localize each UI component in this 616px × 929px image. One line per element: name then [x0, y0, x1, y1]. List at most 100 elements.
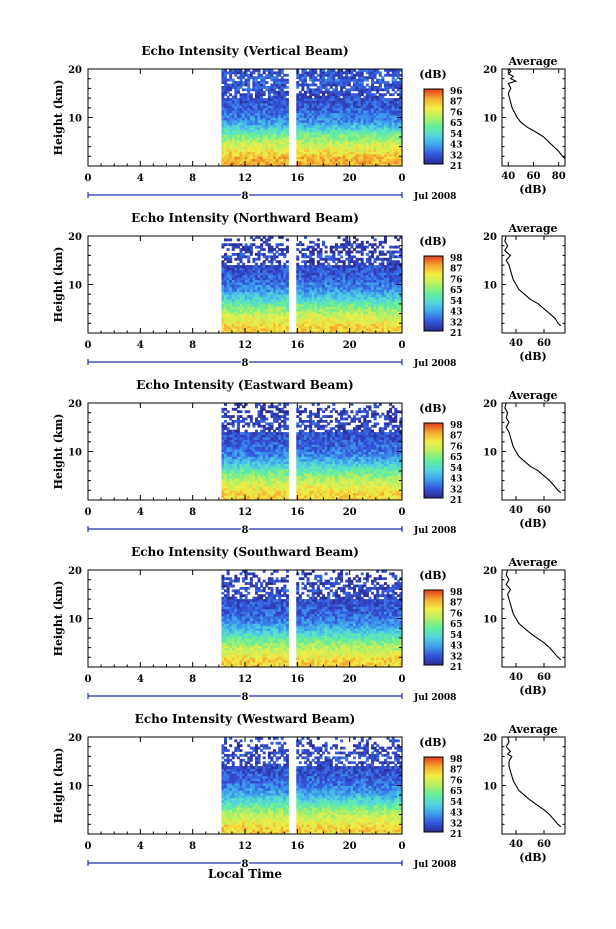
heatmap-cell	[324, 260, 328, 264]
heatmap-cell	[270, 316, 274, 319]
heatmap-cell	[365, 88, 369, 92]
heatmap-cell	[347, 153, 351, 157]
heatmap-cell	[350, 119, 354, 123]
heatmap-cell	[399, 269, 403, 273]
heatmap-cell	[301, 156, 305, 160]
heatmap-cell	[396, 146, 400, 150]
heatmap-cell	[327, 100, 331, 104]
heatmap-cell	[391, 313, 395, 317]
heatmap-cell	[303, 124, 307, 128]
heatmap-cell	[332, 76, 336, 80]
heatmap-cell	[280, 71, 284, 75]
heatmap-cell	[283, 156, 287, 160]
heatmap-cell	[386, 265, 390, 268]
heatmap-cell	[319, 296, 323, 300]
heatmap-cell	[249, 303, 253, 307]
heatmap-cell	[239, 284, 243, 288]
heatmap-cell	[363, 88, 367, 92]
heatmap-cell	[273, 311, 277, 315]
heatmap-cell	[399, 115, 403, 118]
heatmap-cell	[285, 289, 289, 293]
heatmap-cell	[371, 119, 375, 123]
heatmap-cell	[257, 93, 261, 97]
heatmap-cell	[262, 117, 266, 121]
heatmap-cell	[368, 124, 372, 128]
heatmap-cell	[257, 122, 261, 126]
heatmap-cell	[309, 132, 313, 135]
heatmap-cell	[278, 282, 282, 285]
heatmap-cell	[376, 100, 380, 104]
heatmap-cell	[239, 250, 243, 254]
heatmap-cell	[371, 274, 375, 278]
heatmap-cell	[352, 236, 356, 239]
heatmap-cell	[234, 69, 238, 72]
y-tick-label: 10	[68, 281, 82, 292]
heatmap-cell	[247, 301, 251, 305]
heatmap-cell	[273, 255, 277, 259]
heatmap-cell	[371, 149, 375, 152]
heatmap-cell	[252, 269, 256, 273]
heatmap-cell	[394, 272, 398, 276]
heatmap-cell	[306, 144, 310, 147]
heatmap-cell	[368, 146, 372, 150]
heatmap-cell	[231, 139, 235, 143]
heatmap-cell	[252, 323, 256, 327]
heatmap-cell	[260, 243, 264, 247]
heatmap-cell	[224, 71, 228, 75]
heatmap-cell	[252, 110, 256, 114]
heatmap-cell	[355, 134, 359, 138]
heatmap-cell	[309, 260, 313, 264]
heatmap-cell	[365, 136, 369, 140]
heatmap-cell	[301, 282, 305, 285]
heatmap-cell	[234, 119, 238, 123]
heatmap-cell	[350, 73, 354, 77]
heatmap-cell	[306, 318, 310, 322]
heatmap-cell	[324, 117, 328, 121]
heatmap-cell	[389, 286, 393, 290]
heatmap-cell	[319, 330, 323, 334]
heatmap-cell	[311, 117, 315, 121]
heatmap-cell	[360, 129, 364, 133]
heatmap-cell	[386, 328, 390, 331]
heatmap-cell	[373, 277, 377, 281]
heatmap-cell	[301, 330, 305, 334]
heatmap-cell	[254, 81, 258, 84]
heatmap-cell	[283, 117, 287, 121]
heatmap-cell	[394, 83, 398, 87]
heatmap-cell	[371, 323, 375, 327]
heatmap-cell	[368, 90, 372, 94]
heatmap-cell	[229, 318, 233, 322]
heatmap-cell	[275, 151, 279, 155]
heatmap-cell	[285, 124, 289, 128]
heatmap-cell	[283, 90, 287, 94]
heatmap-cell	[383, 98, 387, 101]
heatmap-cell	[314, 132, 318, 135]
heatmap-cell	[332, 112, 336, 116]
heatmap-cell	[249, 236, 253, 239]
heatmap-cell	[381, 265, 385, 268]
heatmap-cell	[244, 71, 248, 75]
heatmap-cell	[342, 279, 346, 283]
heatmap-cell	[257, 250, 261, 254]
heatmap-cell	[363, 267, 367, 271]
heatmap-cell	[244, 299, 248, 302]
heatmap-cell	[244, 81, 248, 84]
heatmap-cell	[270, 141, 274, 145]
heatmap-cell	[306, 248, 310, 251]
heatmap-cell	[376, 296, 380, 300]
heatmap-cell	[234, 325, 238, 329]
heatmap-cell	[231, 277, 235, 281]
heatmap-cell	[303, 71, 307, 75]
heatmap-cell	[342, 291, 346, 295]
heatmap-cell	[242, 286, 246, 290]
heatmap-cell	[381, 296, 385, 300]
heatmap-cell	[252, 124, 256, 128]
heatmap-cell	[249, 161, 253, 164]
heatmap-cell	[347, 243, 351, 247]
heatmap-cell	[285, 156, 289, 160]
heatmap-cell	[234, 318, 238, 322]
heatmap-cell	[396, 323, 400, 327]
heatmap-cell	[244, 161, 248, 164]
heatmap-cell	[229, 149, 233, 152]
heatmap-cell	[298, 124, 302, 128]
